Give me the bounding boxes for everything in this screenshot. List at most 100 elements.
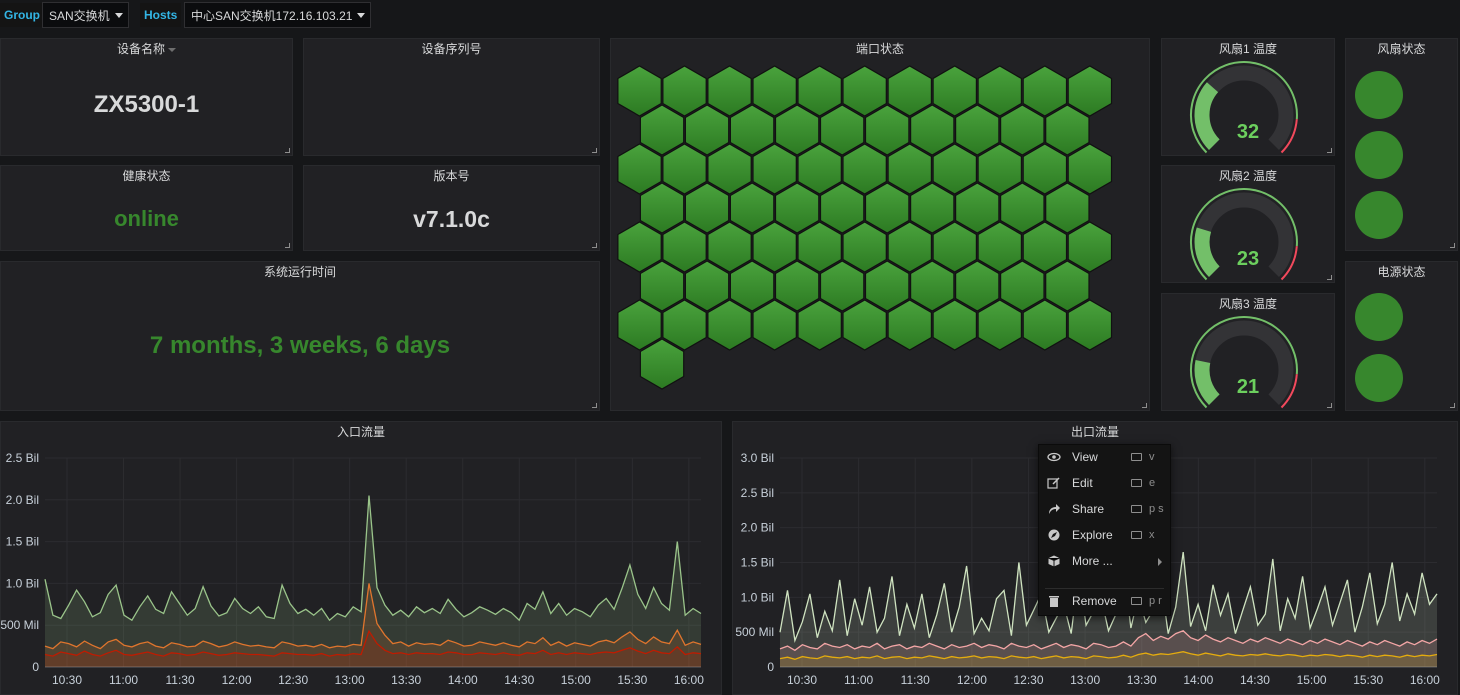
port-hex[interactable] [819,182,865,234]
port-hex[interactable] [819,260,865,312]
port-hex[interactable] [774,260,820,312]
port-hex[interactable] [887,299,932,351]
port-hex[interactable] [887,221,932,273]
port-hex[interactable] [752,143,797,195]
resize-handle-icon[interactable] [1327,275,1332,280]
port-hex[interactable] [662,221,707,273]
port-hex[interactable] [662,299,707,351]
port-hex[interactable] [707,299,752,351]
port-hex[interactable] [774,104,820,156]
port-hex[interactable] [819,104,865,156]
panel-title[interactable]: 风扇1 温度 [1218,42,1277,56]
port-hex[interactable] [910,104,955,156]
hosts-variable-select[interactable]: 中心SAN交换机172.16.103.21 [184,2,372,28]
group-variable-select[interactable]: SAN交换机 [42,2,129,28]
port-hex[interactable] [617,143,662,195]
panel-title[interactable]: 风扇状态 [1377,42,1426,56]
port-hex[interactable] [887,65,932,117]
port-hex[interactable] [842,299,887,351]
port-hex[interactable] [864,182,910,234]
panel-title[interactable]: 版本号 [433,169,470,183]
port-hex[interactable] [1067,221,1113,273]
port-hex[interactable] [1000,104,1045,156]
port-hex[interactable] [797,299,842,351]
panel-title[interactable]: 风扇2 温度 [1218,169,1277,183]
panel-title[interactable]: 端口状态 [855,42,904,56]
port-hex[interactable] [955,260,1000,312]
panel-menu-caret-icon[interactable] [168,47,176,52]
port-hex[interactable] [842,65,887,117]
port-hex[interactable] [864,260,910,312]
port-hex[interactable] [977,221,1022,273]
port-hex[interactable] [617,299,662,351]
port-hex[interactable] [684,104,730,156]
port-hex[interactable] [797,221,842,273]
port-hex[interactable] [684,182,730,234]
panel-title[interactable]: 电源状态 [1377,265,1426,279]
port-hex[interactable] [752,299,797,351]
outbound-traffic-chart[interactable]: 0 500 Mil 1.0 Bil 1.5 Bil 2.0 Bil 2.5 Bil 3.0 … [733,422,1458,695]
port-hex[interactable] [864,104,910,156]
menu-item-remove[interactable]: Remove p r [1039,589,1172,613]
port-hex[interactable] [707,143,752,195]
port-hex[interactable] [729,104,775,156]
port-hex[interactable] [1000,260,1045,312]
panel-title[interactable]: 设备序列号 [421,42,482,56]
port-hex[interactable] [662,65,707,117]
inbound-traffic-chart[interactable]: 0 500 Mil 1.0 Bil 1.5 Bil 2.0 Bil 2.5 Bil 10:3… [1,422,722,695]
port-hex[interactable] [977,143,1022,195]
panel-title[interactable]: 出口流量 [1070,425,1119,439]
port-hex[interactable] [842,143,887,195]
port-hex[interactable] [842,221,887,273]
panel-title[interactable]: 系统运行时间 [263,265,336,279]
port-hex[interactable] [910,182,955,234]
resize-handle-icon[interactable] [592,148,597,153]
port-hex[interactable] [932,299,977,351]
port-hex[interactable] [1045,104,1090,156]
port-hex[interactable] [955,104,1000,156]
port-hex[interactable] [729,260,775,312]
port-hex[interactable] [729,182,775,234]
port-hex[interactable] [774,182,820,234]
port-hex[interactable] [887,143,932,195]
menu-item-view[interactable]: View v [1039,445,1172,469]
port-hex[interactable] [617,221,662,273]
resize-handle-icon[interactable] [1327,148,1332,153]
resize-handle-icon[interactable] [592,243,597,248]
port-hex[interactable] [639,104,685,156]
port-hex[interactable] [1022,299,1068,351]
port-hex[interactable] [932,65,977,117]
menu-item-share[interactable]: Share p s [1039,497,1172,521]
resize-handle-icon[interactable] [285,243,290,248]
panel-title[interactable]: 设备名称 [1,39,292,59]
panel-title[interactable]: 入口流量 [336,425,385,439]
panel-title[interactable]: 风扇3 温度 [1218,297,1277,311]
port-hex[interactable] [1067,299,1113,351]
port-hex[interactable] [1045,260,1090,312]
port-hex[interactable] [1022,221,1068,273]
port-hex[interactable] [797,143,842,195]
port-hex[interactable] [707,65,752,117]
port-hex[interactable] [977,65,1022,117]
port-hex[interactable] [1022,143,1068,195]
resize-handle-icon[interactable] [1450,243,1455,248]
port-hex[interactable] [639,338,685,390]
resize-handle-icon[interactable] [592,403,597,408]
port-hex[interactable] [1000,182,1045,234]
menu-item-explore[interactable]: Explore x [1039,523,1172,547]
resize-handle-icon[interactable] [285,148,290,153]
panel-title[interactable]: 健康状态 [122,169,171,183]
port-hex[interactable] [707,221,752,273]
resize-handle-icon[interactable] [1327,403,1332,408]
port-hex[interactable] [617,65,662,117]
port-hex[interactable] [955,182,1000,234]
port-hex[interactable] [752,65,797,117]
port-hex[interactable] [932,143,977,195]
port-hex[interactable] [910,260,955,312]
port-hex[interactable] [662,143,707,195]
port-hex[interactable] [1022,65,1068,117]
port-hex[interactable] [639,260,685,312]
port-hex[interactable] [1045,182,1090,234]
port-hex[interactable] [932,221,977,273]
port-hex[interactable] [1067,65,1113,117]
